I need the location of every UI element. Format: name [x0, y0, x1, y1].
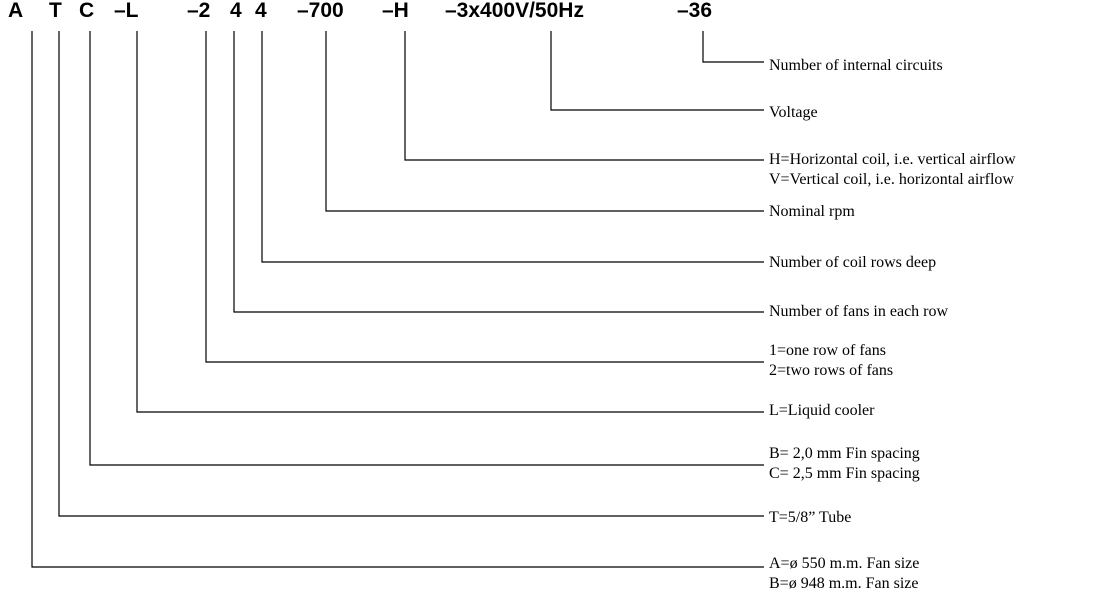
connector-line-liquid-cooler [136, 31, 764, 413]
connector-line-circuits [702, 31, 764, 63]
legend-fin-spacing: B= 2,0 mm Fin spacing C= 2,5 mm Fin spac… [769, 444, 920, 484]
legend-fans-per-row-line-1: Number of fans in each row [769, 303, 949, 320]
legend-fin-spacing-line-2: C= 2,5 mm Fin spacing [769, 465, 920, 482]
code-segment-a: A [8, 0, 24, 22]
legend-voltage-line-1: Voltage [769, 104, 818, 121]
code-segment-c: C [79, 0, 95, 22]
code-segment-fans: 4 [230, 0, 242, 22]
connector-line-fan-size [31, 31, 764, 568]
connector-line-coil [261, 31, 764, 263]
legend-fan-rows: 1=one row of fans 2=two rows of fans [769, 341, 893, 381]
legend-fan-rows-line-2: 2=two rows of fans [769, 362, 894, 379]
code-segment-rows: –2 [187, 0, 211, 22]
legend-tube-line-1: T=5/8” Tube [769, 509, 852, 526]
code-segment-l: –L [114, 0, 139, 22]
code-segment-rpm: –700 [297, 0, 344, 22]
connector-line-fans-per-row [233, 31, 764, 313]
code-segment-coil: 4 [255, 0, 267, 22]
code-segment-orientation: –H [382, 0, 409, 22]
legend-voltage: Voltage [769, 103, 818, 123]
legend-orientation: H=Horizontal coil, i.e. vertical airflow… [769, 150, 1016, 190]
legend-circuits-line-1: Number of internal circuits [769, 57, 943, 74]
code-segment-voltage: –3x400V/50Hz [445, 0, 584, 22]
connector-line-orientation [404, 31, 764, 161]
code-segment-t: T [49, 0, 62, 22]
legend-fin-spacing-line-1: B= 2,0 mm Fin spacing [769, 445, 920, 462]
connector-line-tube [58, 31, 764, 517]
legend-fan-rows-line-1: 1=one row of fans [769, 342, 886, 359]
legend-liquid-cooler-line-1: L=Liquid cooler [769, 402, 875, 419]
legend-rpm: Nominal rpm [769, 202, 855, 222]
legend-coil-rows: Number of coil rows deep [769, 253, 936, 273]
legend-liquid-cooler: L=Liquid cooler [769, 401, 874, 421]
legend-orientation-line-1: H=Horizontal coil, i.e. vertical airflow [769, 151, 1016, 168]
legend-circuits: Number of internal circuits [769, 56, 943, 76]
legend-fan-size-line-2: B=ø 948 m.m. Fan size [769, 575, 919, 592]
code-segment-circuits: –36 [677, 0, 713, 22]
legend-rpm-line-1: Nominal rpm [769, 203, 855, 220]
connector-line-fin-spacing [89, 31, 764, 466]
legend-fan-size: A=ø 550 m.m. Fan size B=ø 948 m.m. Fan s… [769, 554, 919, 594]
legend-fans-per-row: Number of fans in each row [769, 302, 948, 322]
legend-fan-size-line-1: A=ø 550 m.m. Fan size [769, 555, 920, 572]
connector-line-rpm [325, 31, 764, 212]
connector-line-voltage [550, 31, 764, 111]
connector-line-fan-rows [205, 31, 764, 363]
legend-coil-rows-line-1: Number of coil rows deep [769, 254, 937, 271]
legend-tube: T=5/8” Tube [769, 508, 851, 528]
legend-orientation-line-2: V=Vertical coil, i.e. horizontal airflow [769, 171, 1014, 188]
